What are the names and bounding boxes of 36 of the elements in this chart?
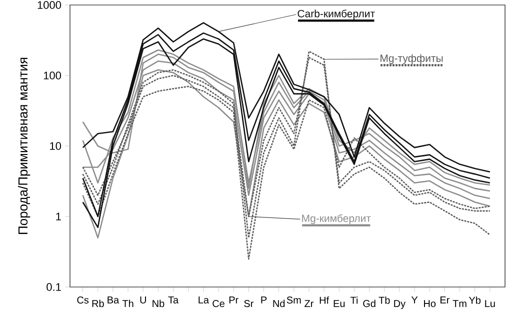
x-tick-label: Cs xyxy=(77,296,89,304)
x-tick-label: Yb xyxy=(468,296,481,304)
x-tick-label: Zr xyxy=(304,300,314,308)
y-tick-label: 10 xyxy=(50,142,62,150)
text: Carb-кимберлит xyxy=(298,10,375,20)
y-tick-label: 0.1 xyxy=(46,283,61,291)
text: Mg-туффиты xyxy=(380,54,443,64)
x-tick-label: Er xyxy=(440,296,450,304)
x-tick-label: Sm xyxy=(286,296,301,304)
x-tick-label: Tb xyxy=(378,296,390,304)
y-tick-label: 100 xyxy=(44,72,62,80)
y-axis-title: Порода/Примитивная мантия xyxy=(18,58,30,234)
x-tick-label: Th xyxy=(122,300,134,308)
x-tick-label: Rb xyxy=(92,300,104,308)
x-tick-label: Dy xyxy=(394,300,406,310)
x-tick-label: Ti xyxy=(350,296,358,304)
x-tick-label: Nd xyxy=(273,300,285,308)
x-tick-label: U xyxy=(140,296,146,304)
x-tick-label: Ho xyxy=(424,300,436,308)
x-tick-label: P xyxy=(261,296,267,304)
y-tick-label: 1000 xyxy=(38,1,62,9)
x-tick-label: Ta xyxy=(168,296,179,304)
x-tick-label: Pr xyxy=(229,296,238,304)
x-tick-label: Nb xyxy=(152,300,164,308)
x-tick-label: La xyxy=(198,296,210,304)
x-tick-label: Ba xyxy=(108,296,120,304)
x-tick-label: Ce xyxy=(212,300,224,308)
x-tick-label: Hf xyxy=(320,296,330,304)
y-tick-label: 1 xyxy=(56,212,61,220)
text: Mg-кимберлит xyxy=(302,214,371,224)
x-tick-label: Sr xyxy=(244,300,254,308)
x-tick-label: Y xyxy=(411,296,418,304)
x-tick-label: Lu xyxy=(485,300,495,308)
x-tick-label: Tm xyxy=(452,300,466,308)
x-tick-label: Gd xyxy=(363,300,376,308)
x-tick-label: Eu xyxy=(334,300,345,308)
